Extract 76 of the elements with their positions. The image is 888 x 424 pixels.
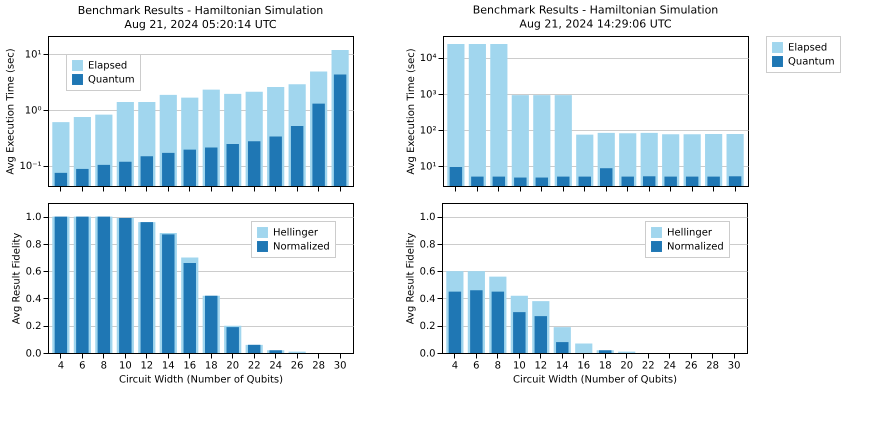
bar — [513, 312, 526, 353]
x-tick-label: 30 — [334, 360, 346, 372]
x-tick-label: 28 — [312, 360, 325, 372]
chart-title: Benchmark Results - Hamiltonian Simulation — [472, 4, 718, 16]
bar — [575, 343, 592, 353]
y-tick-label: 0.0 — [420, 348, 436, 360]
x-tick-label: 18 — [598, 360, 612, 372]
x-tick-label: 10 — [118, 360, 132, 372]
x-axis-title: Circuit Width (Number of Qubits) — [512, 374, 678, 386]
bar — [248, 344, 260, 353]
x-tick-label: 16 — [183, 360, 196, 372]
legend-label: Normalized — [667, 242, 724, 252]
x-tick-label: 22 — [248, 360, 261, 372]
x-tick-label: 18 — [204, 360, 218, 372]
x-tick-label: 10 — [512, 360, 526, 372]
legend-label: Normalized — [273, 242, 330, 252]
y-tick-label: 0.8 — [420, 239, 436, 250]
x-tick-label: 20 — [620, 360, 634, 372]
chart-subtitle: Aug 21, 2024 14:29:06 UTC — [519, 18, 672, 30]
x-axis-title: Circuit Width (Number of Qubits) — [118, 374, 284, 386]
bar — [492, 292, 504, 353]
y-tick-label: 0.4 — [26, 294, 42, 305]
y-axis-title: Avg Result Fidelity — [406, 232, 417, 324]
y-tick-label: 10⁰ — [24, 105, 42, 116]
legend-label: Hellinger — [667, 228, 713, 238]
y-tick-label: 1.0 — [420, 212, 436, 224]
chart-title: Benchmark Results - Hamiltonian Simulation — [78, 4, 324, 17]
y-tick-label: 10⁴ — [420, 53, 436, 64]
y-tick-label: 0.2 — [420, 321, 436, 332]
x-tick-label: 16 — [577, 360, 590, 372]
x-tick-label: 8 — [100, 360, 108, 372]
y-tick-label: 0.2 — [26, 321, 42, 332]
bar — [599, 350, 612, 353]
y-tick-label: 0.6 — [26, 266, 42, 278]
x-tick-label: 14 — [556, 360, 569, 372]
x-tick-label: 6 — [79, 360, 86, 372]
y-tick-label: 10¹ — [24, 49, 42, 60]
bar — [184, 263, 196, 353]
y-axis-title: Avg Result Fidelity — [12, 232, 23, 324]
y-tick-label: 10⁻¹ — [19, 161, 42, 172]
x-tick-label: 26 — [290, 360, 304, 372]
x-tick-label: 12 — [534, 360, 548, 372]
legend-label: Elapsed — [788, 42, 828, 54]
x-tick-label: 22 — [642, 360, 655, 372]
bar — [534, 316, 548, 353]
y-tick-label: 0.6 — [420, 266, 436, 278]
legend-label: Elapsed — [88, 60, 128, 72]
bar — [269, 350, 282, 353]
y-tick-label: 10³ — [420, 89, 436, 100]
y-tick-label: 0.0 — [26, 348, 42, 360]
y-tick-label: 0.4 — [420, 294, 436, 305]
x-tick-label: 4 — [452, 360, 458, 372]
y-tick-label: 10¹ — [420, 162, 436, 173]
bar — [470, 290, 483, 353]
y-axis-title: Avg Execution Time (sec) — [406, 48, 417, 175]
x-tick-label: 12 — [140, 360, 154, 372]
x-tick-label: 24 — [663, 360, 676, 372]
legend-label: Quantum — [88, 74, 135, 86]
x-tick-label: 26 — [684, 360, 698, 372]
x-tick-label: 4 — [58, 360, 64, 372]
y-tick-label: 10² — [420, 125, 436, 136]
chart-subtitle: Aug 21, 2024 05:20:14 UTC — [124, 18, 277, 31]
x-tick-label: 28 — [706, 360, 719, 372]
legend-label: Hellinger — [273, 228, 319, 238]
bar — [556, 342, 569, 353]
bar — [448, 292, 462, 353]
y-tick-label: 0.8 — [26, 239, 42, 250]
x-tick-label: 6 — [473, 360, 480, 372]
x-tick-label: 8 — [494, 360, 502, 372]
x-tick-label: 20 — [226, 360, 240, 372]
x-tick-label: 14 — [162, 360, 175, 372]
y-tick-label: 1.0 — [26, 212, 42, 224]
x-tick-label: 24 — [269, 360, 282, 372]
y-axis-title: Avg Execution Time (sec) — [5, 48, 16, 175]
legend-label: Quantum — [788, 56, 835, 68]
x-tick-label: 30 — [728, 360, 740, 372]
